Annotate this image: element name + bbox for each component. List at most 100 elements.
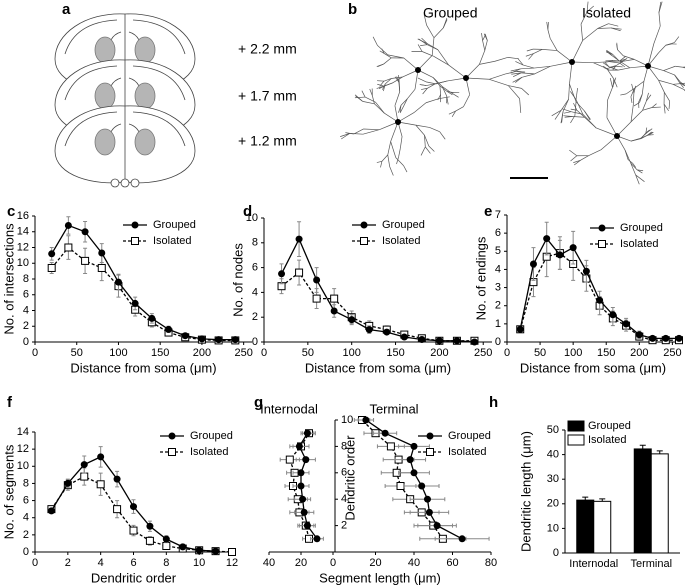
dendrite [613, 60, 623, 62]
y-axis-title: No. of nodes [230, 243, 245, 317]
y-axis-title: No. of intersections [1, 223, 16, 335]
dendrite [525, 53, 534, 57]
y-tick-label: 6 [341, 467, 347, 479]
dendrite [371, 95, 375, 104]
dendrite [547, 29, 551, 39]
dendrite [550, 61, 573, 67]
dendrite [606, 50, 614, 55]
x-tick-label: 100 [109, 347, 127, 359]
dendrite [630, 110, 643, 123]
y-tick-label: 4 [495, 263, 501, 275]
dendrite [379, 80, 385, 87]
dendrite [586, 1, 589, 12]
dendrite [389, 166, 394, 176]
dendrite [575, 87, 578, 100]
x-tick-label: 20 [295, 557, 307, 569]
y-axis-title: No. of segments [1, 444, 16, 539]
dendrite [570, 155, 578, 162]
x-tick-label: 60 [446, 557, 458, 569]
dendrite [569, 83, 577, 102]
legend-label: Grouped [620, 222, 663, 234]
dendrite [672, 83, 685, 91]
dendrite [563, 111, 572, 114]
dendrite [675, 65, 684, 68]
marker [64, 221, 72, 229]
x-tick-label: 12 [226, 557, 238, 569]
dendrite [484, 33, 488, 41]
soma [645, 63, 651, 69]
dendrite [508, 85, 522, 89]
y-tick-label: 0 [495, 336, 501, 348]
dendrite [489, 73, 506, 80]
marker [396, 482, 405, 490]
legend-swatch [567, 420, 585, 432]
dendrite [632, 163, 637, 168]
cortex-line [132, 19, 186, 55]
marker [114, 278, 122, 286]
dendrite [403, 57, 419, 71]
dendrite [631, 83, 635, 94]
y-tick-label: 12 [17, 241, 29, 253]
series-line [365, 419, 463, 540]
dendrite [417, 44, 423, 52]
dendrite [465, 64, 480, 79]
dendrite [508, 85, 520, 99]
x-tick-label: 10 [193, 557, 205, 569]
x-tick-label: 0 [330, 557, 336, 569]
dendrite [619, 56, 626, 62]
marker [129, 526, 138, 535]
marker [313, 276, 321, 284]
dendrite [596, 127, 618, 137]
marker [165, 325, 173, 333]
dendrite [630, 162, 638, 171]
dendrite [616, 43, 618, 50]
dendrite [390, 121, 399, 142]
dendrite [645, 127, 648, 133]
striatum [134, 36, 156, 64]
dendrite [602, 65, 610, 71]
marker [299, 495, 307, 503]
dendrite [580, 11, 588, 25]
dendrite [528, 53, 534, 60]
dendrite [521, 88, 530, 96]
x-axis-title: Dendritic order [91, 570, 177, 585]
dendrite [645, 92, 649, 102]
bar [593, 500, 612, 554]
legend-label: Isolated [448, 446, 487, 458]
dendrite [612, 65, 617, 71]
dendrite [439, 131, 446, 140]
marker [569, 244, 577, 252]
panel-title: Terminal [369, 401, 418, 416]
dendrite [414, 69, 419, 90]
y-tick-label: 2 [23, 320, 29, 332]
dendrite [455, 106, 464, 112]
y-tick-label: 2 [341, 520, 347, 532]
y-tick-label: 12 [17, 443, 29, 455]
dendrite [425, 146, 431, 154]
dendrite [651, 103, 657, 108]
soma [569, 59, 575, 65]
dendrite [398, 74, 400, 83]
dendrite [606, 68, 615, 80]
x-tick-label: 200 [430, 347, 448, 359]
y-tick-label: 4 [23, 304, 29, 316]
dendrite [397, 111, 415, 123]
dendrite [630, 163, 636, 176]
marker [425, 508, 433, 516]
dendrite [663, 92, 670, 102]
marker [285, 455, 294, 464]
dendrite [516, 70, 526, 73]
soma [463, 75, 469, 81]
dendrite [438, 96, 450, 100]
x-tick-label: 0 [32, 557, 38, 569]
dendrite [421, 37, 428, 44]
dendrite [526, 48, 534, 52]
marker [96, 480, 105, 489]
dendrite [633, 85, 637, 94]
dendrite [354, 96, 366, 99]
cortex-line [132, 65, 186, 101]
dendrite [663, 70, 675, 76]
dendrite [395, 157, 404, 166]
dendrite [407, 89, 416, 99]
